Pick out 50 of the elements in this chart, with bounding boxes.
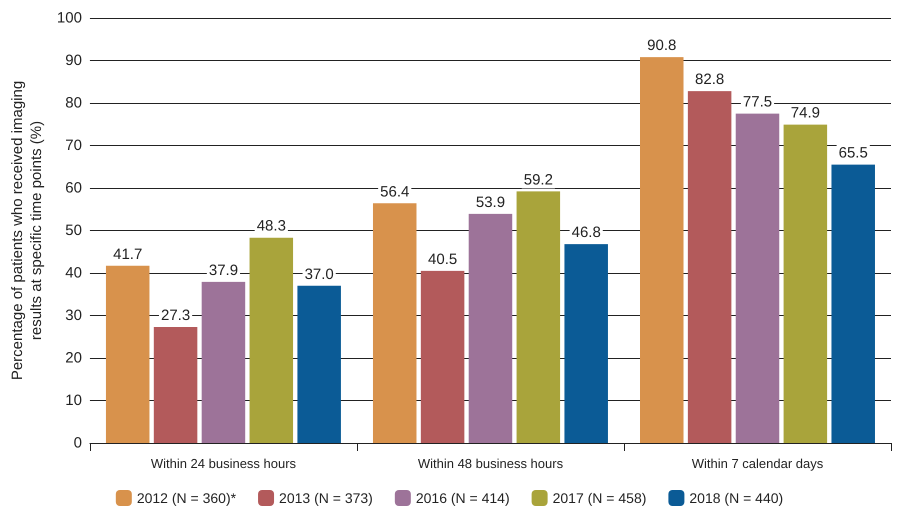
x-tick-label: Within 48 business hours: [418, 456, 564, 471]
y-tick-label: 20: [65, 350, 82, 366]
data-label: 59.2: [524, 171, 553, 188]
legend-label: 2013 (N = 373): [279, 490, 373, 506]
bar: [154, 326, 198, 443]
bar: [106, 266, 150, 443]
bar: [736, 114, 780, 443]
x-tick-label: Within 7 calendar days: [692, 456, 824, 471]
data-label: 27.3: [160, 306, 190, 324]
y-axis-title: Percentage of patients who received imaging results at specific time points (%): [9, 80, 45, 380]
y-tick-label: 70: [65, 137, 82, 154]
data-label: 65.5: [838, 144, 868, 162]
y-tick-label: 10: [65, 392, 82, 409]
bar: [831, 164, 875, 443]
y-tick-label: 60: [65, 180, 82, 196]
data-label: 82.8: [695, 71, 724, 88]
data-label: 41.7: [113, 246, 142, 263]
data-label: 53.9: [476, 194, 506, 211]
bar: [640, 57, 684, 443]
data-label: 77.5: [742, 94, 772, 111]
y-tick-label: 100: [56, 10, 82, 26]
bar: [372, 203, 416, 443]
data-label: 37.9: [208, 262, 238, 279]
x-tick-label: Within 24 business hours: [150, 456, 297, 471]
y-tick-label: 80: [65, 94, 82, 112]
bar: [564, 244, 608, 443]
bar: [250, 238, 294, 443]
data-label: 90.8: [647, 37, 676, 54]
bar: [516, 191, 560, 443]
bar: [468, 214, 512, 443]
bar: [202, 282, 246, 443]
legend-label: 2018 (N = 440): [689, 490, 784, 506]
legend-label: 2016 (N = 414): [416, 490, 510, 506]
data-label: 56.4: [380, 183, 410, 200]
y-tick-label: 30: [65, 307, 82, 324]
data-label: 40.5: [428, 250, 458, 268]
data-label: 48.3: [256, 218, 286, 235]
y-tick-label: 90: [65, 52, 82, 69]
y-tick-label: 0: [74, 434, 82, 452]
legend-label: 2017 (N = 458): [552, 490, 646, 506]
bar: [420, 270, 464, 443]
data-label: 46.8: [572, 224, 601, 242]
y-tick-label: 50: [65, 222, 82, 239]
y-tick-label: 40: [65, 264, 82, 282]
bar: [688, 91, 732, 443]
data-label: 37.0: [304, 266, 334, 283]
bar: [784, 124, 828, 443]
legend-label: 2012 (N = 360)*: [136, 490, 237, 506]
bar: [297, 286, 341, 443]
data-label: 74.9: [790, 104, 820, 122]
